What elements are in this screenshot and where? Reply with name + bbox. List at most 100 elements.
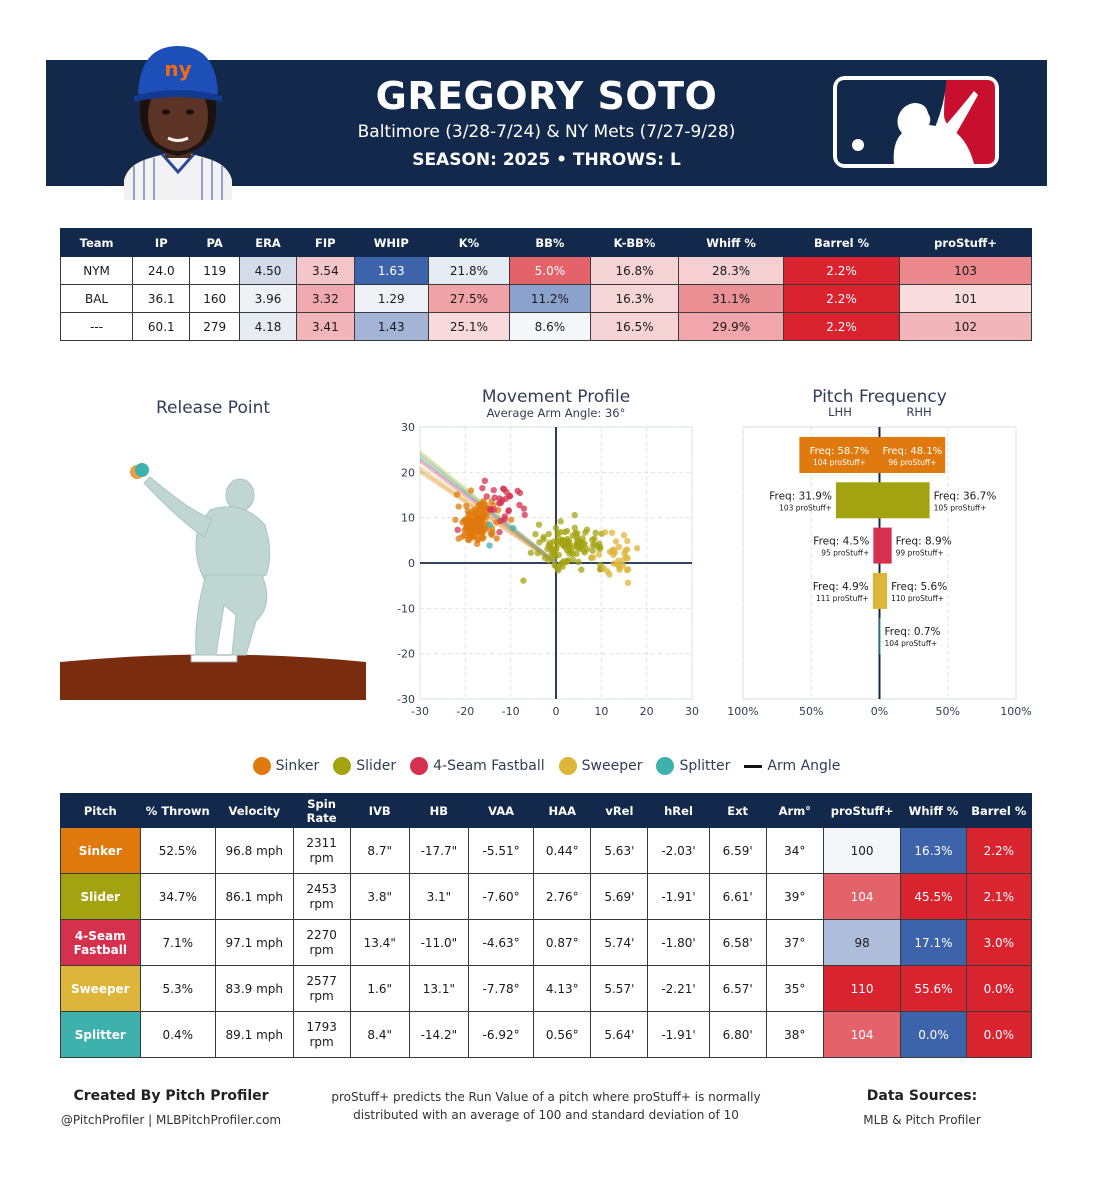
pitch-row: Sweeper 5.3% 83.9 mph 2577 rpm 1.6" 13.1" -7.7… [60,965,1033,1012]
pitch-cell-thrown: 5.3% [139,965,217,1012]
pitcher-silhouette [143,476,271,656]
point-slider [520,577,527,584]
pitch-cell-hb: 13.1" [408,965,469,1012]
point-slider [569,556,576,563]
bar-rhh-slider [879,482,930,519]
point-sweeper [620,556,627,564]
bar-rhh-sinker [879,437,946,473]
point-sweeper [612,538,620,545]
pitch-cell-barrel: 3.0% [965,919,1033,966]
pitch-cell-velocity: 96.8 mph [215,827,294,874]
pitch-cell-thrown: 34.7% [139,873,217,920]
team-cell-k: 27.5% [428,284,510,313]
team-cell-bb: 11.2% [508,284,591,313]
pitch-col-hb: HB [408,793,469,828]
player-headshot: ny [124,46,232,200]
prostuff-label: 105 proStuff+ [934,503,987,512]
point-sinker [479,527,486,535]
legend-line-swatch [744,764,763,768]
team-cell-k: 21.8% [428,256,510,285]
bar-rhh-sweeper [879,572,888,609]
footer-note-line1: proStuff+ predicts the Run Value of a pi… [331,1090,761,1104]
pitch-cell-whiff: 55.6% [900,965,967,1012]
legend-swatch [410,757,429,775]
point-4-seam-fastball [483,493,490,500]
pitch-cell-prostuff: 104 [822,1011,902,1058]
pitch-cell-spin-rate: 2453 rpm [292,873,351,920]
team-cell-era: 3.96 [238,284,298,313]
pitch-col-vrel: vRel [590,793,649,828]
pitch-col-velocity: Velocity [215,793,294,828]
svg-text:ny: ny [164,57,191,81]
arm-angle-line [420,450,558,565]
pitch-row: 4-Seam Fastball 7.1% 97.1 mph 2270 rpm 13.4"… [60,919,1033,966]
point-slider [527,549,535,556]
point-slider [571,511,578,519]
point-sinker [459,533,466,540]
footer-note-line2: distributed with an average of 100 and s… [353,1108,739,1122]
prostuff-label: 96 proStuff+ [888,458,936,467]
pitch-cell-prostuff: 100 [822,827,902,874]
legend-label: 4-Seam Fastball [433,758,545,774]
pitch-stats-table: Pitch% Thrown Velocity Spin Rate IVB HB VAA HA… [60,793,1033,1058]
point-sinker [465,536,472,544]
team-cell-team: --- [59,312,134,341]
pitch-cell-prostuff: 110 [822,965,902,1012]
point-sinker [480,534,487,541]
point-4-seam-fastball [503,488,510,496]
mlb-logo [833,76,999,168]
footer-sources-title: Data Sources: [866,1088,978,1104]
release-point-title: Release Point [155,398,271,418]
pitch-cell-thrown: 52.5% [139,827,217,874]
point-sinker [473,531,480,539]
pitch-cell-spin-rate: 2577 rpm [292,965,351,1012]
team-col-prostuff: proStuff+ [899,228,1032,257]
legend-swatch [252,757,271,775]
point-sweeper [615,543,623,551]
x-tick-label: 0% [871,705,888,718]
point-4-seam-fastball [491,494,499,501]
pitch-cell-hb: -11.0" [408,919,469,966]
y-tick-label: 0 [408,557,415,570]
pitch-cell-ivb: 13.4" [349,919,410,966]
arm-angle-lines [420,450,558,565]
pitch-cell-spin-rate: 2311 rpm [292,827,351,874]
point-sweeper [624,579,632,587]
x-tick-label: -30 [411,705,429,718]
pitch-cell-haa: 0.56° [533,1011,592,1058]
point-sinker [480,512,487,519]
point-4-seam-fastball [490,486,497,494]
team-cell-fip: 3.41 [296,312,355,341]
season-throws: SEASON: 2025 • THROWS: L [412,150,681,170]
point-sweeper [606,571,613,578]
point-sweeper [608,529,616,536]
point-sinker [480,499,487,507]
prostuff-label: 111 proStuff+ [816,594,869,603]
y-tick-label: -30 [397,693,415,706]
team-cell-ip: 24.0 [132,256,191,285]
arm-angle-line [420,468,558,565]
lhh-label: LHH [828,405,852,419]
point-slider [559,536,566,544]
point-sweeper [608,547,616,554]
point-sinker [475,522,482,530]
point-sweeper [600,564,608,572]
pitch-col-barrel: Barrel % [965,793,1033,828]
movement-subtitle: Average Arm Angle: 36° [486,406,626,420]
point-slider [545,556,552,564]
point-slider [553,545,560,552]
team-cell-k-bb: 16.3% [589,284,680,313]
pitch-cell-vaa: -7.78° [467,965,535,1012]
team-cell-ip: 36.1 [132,284,191,313]
legend-swatch [333,757,352,775]
team-cell-whip: 1.63 [353,256,430,285]
pitch-cell-arm: 37° [765,919,824,966]
pitch-cell-spin-rate: 1793 rpm [292,1011,351,1058]
team-cell-fip: 3.54 [296,256,355,285]
point-sweeper [616,566,623,573]
point-sinker [507,516,515,523]
team-row: BAL 36.1 160 3.96 3.32 1.29 27.5% 11.2% 16.3% 31.… [59,284,1032,313]
release-point-figure [60,463,366,700]
movement-profile-chart: -30 -20 -10 0 10 20 30 30 20 10 0 -10 -20 -30 [397,421,699,718]
point-slider [547,544,554,551]
